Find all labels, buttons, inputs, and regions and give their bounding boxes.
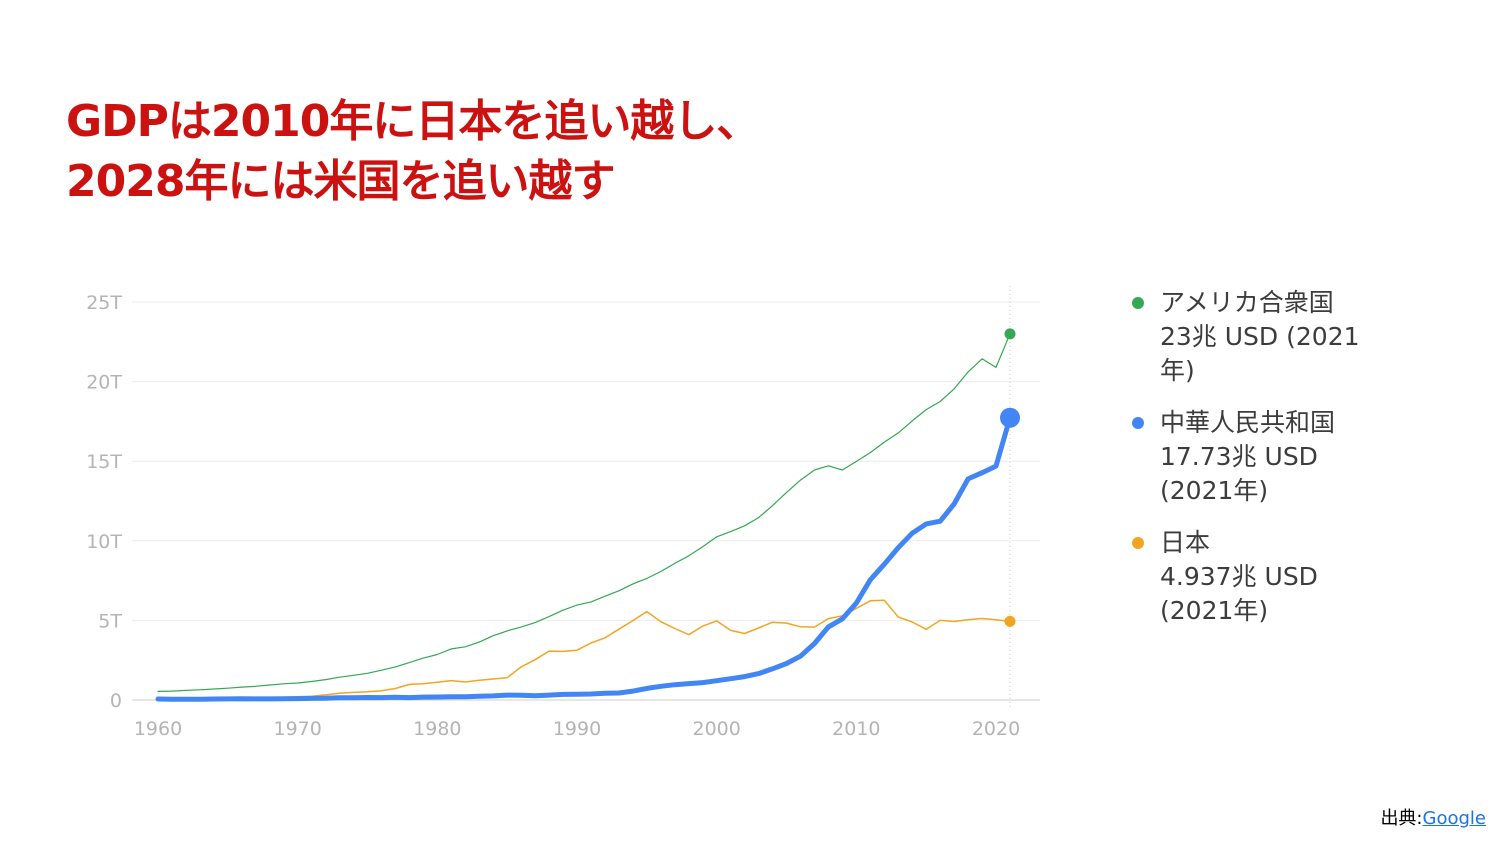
endpoint-marker-2 (1004, 615, 1016, 627)
series-line-2 (157, 599, 1011, 701)
y-tick-label: 5T (98, 610, 122, 632)
endpoint-markers (1000, 328, 1020, 627)
y-tick-label: 20T (86, 372, 122, 394)
x-tick-label: 2020 (972, 718, 1020, 740)
legend-dot (1132, 417, 1144, 429)
endpoint-marker-0 (1004, 328, 1016, 340)
y-tick-label: 0 (110, 690, 122, 712)
title-line-1: GDPは2010年に日本を追い越し、 (66, 96, 760, 147)
chart-legend: アメリカ合衆国 23兆 USD (2021年) 中華人民共和国 17.73兆 USD … (1130, 286, 1390, 646)
x-tick-label: 2010 (832, 718, 880, 740)
x-tick-label: 1980 (413, 718, 461, 740)
legend-dot (1132, 537, 1144, 549)
legend-item[interactable]: 日本 4.937兆 USD (2021年) (1130, 526, 1390, 628)
y-tick-label: 15T (86, 451, 122, 473)
series-lines (155, 333, 1013, 702)
legend-text: 日本 4.937兆 USD (2021年) (1160, 526, 1390, 628)
grid-lines (132, 286, 1040, 708)
source-link[interactable]: Google (1422, 808, 1486, 829)
y-tick-label: 10T (86, 531, 122, 553)
legend-dot (1132, 297, 1144, 309)
y-axis-ticks: 0 5T 10T 15T 20T 25T (86, 292, 122, 712)
gdp-line-chart: 0 5T 10T 15T 20T 25T 1960 1970 1980 1990 2000 2010… (86, 286, 1040, 740)
source-credit: 出典:Google (1380, 804, 1486, 830)
endpoint-marker-1 (1000, 407, 1020, 428)
x-axis-ticks: 1960 1970 1980 1990 2000 2010 2020 (134, 718, 1020, 740)
legend-series-name: 日本 (1160, 528, 1211, 557)
legend-text: 中華人民共和国 17.73兆 USD (2021年) (1160, 406, 1390, 508)
x-tick-label: 1960 (134, 718, 182, 740)
legend-text: アメリカ合衆国 23兆 USD (2021年) (1160, 286, 1390, 388)
legend-series-name: アメリカ合衆国 (1160, 288, 1334, 317)
x-tick-label: 1990 (553, 718, 601, 740)
y-tick-label: 25T (86, 292, 122, 314)
series-line-0 (157, 333, 1011, 693)
x-tick-label: 1970 (273, 718, 321, 740)
legend-item[interactable]: 中華人民共和国 17.73兆 USD (2021年) (1130, 406, 1390, 508)
x-tick-label: 2000 (693, 718, 741, 740)
legend-series-name: 中華人民共和国 (1160, 408, 1336, 437)
legend-series-value: 23兆 USD (2021年) (1160, 322, 1360, 385)
legend-series-value: 4.937兆 USD (2021年) (1160, 562, 1318, 625)
source-label: 出典: (1380, 808, 1423, 829)
legend-series-value: 17.73兆 USD (2021年) (1160, 442, 1318, 505)
page-title: GDPは2010年に日本を追い越し、 2028年には米国を追い越す (66, 92, 760, 212)
legend-item[interactable]: アメリカ合衆国 23兆 USD (2021年) (1130, 286, 1390, 388)
title-line-2: 2028年には米国を追い越す (66, 156, 615, 207)
series-line-1 (155, 415, 1013, 702)
